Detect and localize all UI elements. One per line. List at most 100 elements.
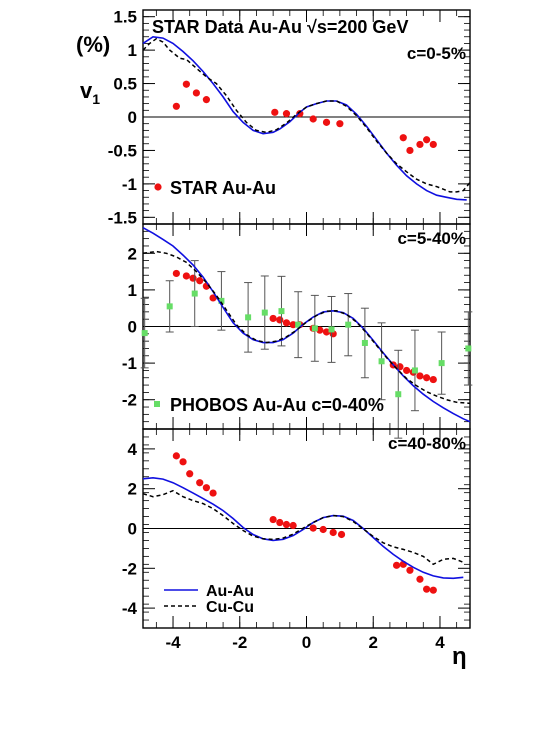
star-point	[282, 520, 291, 529]
legend-label: Cu-Cu	[206, 599, 254, 616]
y-tick-label: -0.5	[108, 141, 137, 160]
y-axis-unit: (%)	[76, 32, 110, 57]
star-point	[209, 489, 217, 497]
star-point	[282, 319, 291, 327]
cucu-curve	[142, 37, 471, 193]
star-point	[429, 140, 437, 149]
x-tick-label: -2	[232, 633, 247, 652]
y-tick-label: -2	[122, 391, 137, 410]
star-point	[322, 328, 331, 336]
star-point	[182, 272, 190, 280]
y-tick-label: 0.5	[113, 75, 137, 94]
x-tick-label: 0	[302, 633, 311, 652]
y-tick-label: 1	[128, 281, 137, 300]
phobos-point	[438, 360, 445, 367]
y-tick-label: 0	[128, 108, 137, 127]
star-point	[289, 321, 297, 329]
star-point	[269, 314, 277, 323]
star-point	[429, 375, 437, 384]
star-point	[189, 274, 197, 282]
phobos-point	[295, 321, 302, 328]
star-point	[269, 515, 277, 524]
phobos-point	[345, 321, 352, 328]
star-point	[322, 118, 331, 126]
star-point	[416, 372, 424, 380]
centrality-label: c=0-5%	[407, 44, 466, 63]
phobos-point	[395, 391, 402, 398]
star-point	[172, 269, 180, 278]
x-tick-label: -4	[165, 633, 181, 652]
y-tick-label: -4	[122, 599, 138, 618]
star-point	[186, 470, 194, 478]
star-point	[406, 566, 414, 574]
star-point	[271, 108, 279, 116]
figure-header: STAR Data Au-Au √s=200 GeV	[152, 17, 408, 37]
star-point	[416, 140, 424, 149]
y-tick-label: 2	[128, 480, 137, 499]
legend-star-marker	[154, 183, 162, 191]
star-point	[423, 136, 431, 144]
phobos-point	[166, 303, 173, 310]
centrality-label: c=40-80%	[388, 434, 466, 453]
x-tick-label: 2	[369, 633, 378, 652]
star-point	[423, 374, 431, 382]
phobos-point	[311, 325, 318, 332]
star-point	[329, 528, 337, 537]
star-point	[196, 479, 204, 487]
star-point	[282, 110, 291, 118]
y-tick-label: 2	[128, 244, 137, 263]
star-point	[316, 326, 324, 334]
phobos-point	[191, 290, 198, 297]
legend-star-label: STAR Au-Au	[170, 178, 276, 198]
star-point	[429, 586, 437, 594]
phobos-point	[218, 297, 225, 304]
phobos-point	[261, 309, 268, 316]
panel-top: -1.5 -1 -0.5 0 0.5 1 1.5 c=0-5% STAR Au-Au	[108, 8, 471, 227]
phobos-point	[361, 339, 368, 346]
phobos-point	[378, 358, 385, 365]
star-point	[309, 115, 317, 123]
legend-phobos-marker	[154, 401, 160, 407]
star-point	[406, 146, 414, 155]
y-tick-label: -1	[122, 175, 137, 194]
star-point	[276, 518, 284, 527]
star-point	[289, 521, 297, 530]
star-point	[416, 575, 424, 583]
y-tick-label: 1	[128, 41, 137, 60]
star-point	[309, 524, 317, 532]
star-point	[179, 458, 187, 466]
star-point	[399, 134, 407, 142]
cucu-curve	[142, 489, 464, 566]
centrality-label: c=5-40%	[397, 229, 466, 248]
legend-label: Au-Au	[206, 583, 254, 600]
y-tick-label: -2	[122, 559, 137, 578]
auau-curve	[142, 476, 464, 580]
star-point	[192, 89, 200, 97]
panel-bottom: -4 -2 0 2 4 -4 -2 0 2 4 c=40-80%	[122, 428, 471, 652]
y-axis-title: v1	[80, 78, 100, 107]
y-tick-label: -1	[122, 354, 137, 373]
y-tick-label: -1.5	[108, 208, 137, 227]
y-tick-label: 4	[128, 440, 138, 459]
legend-phobos-label: PHOBOS Au-Au c=0-40%	[170, 395, 384, 415]
auau-curve	[142, 35, 467, 201]
star-point	[172, 102, 180, 110]
star-point	[209, 294, 217, 302]
star-point	[276, 316, 284, 324]
phobos-point	[411, 367, 418, 374]
cucu-curve	[142, 250, 471, 405]
star-point	[182, 80, 190, 88]
star-point	[336, 120, 344, 128]
star-point	[319, 525, 327, 534]
star-point	[202, 484, 210, 492]
star-point	[337, 530, 346, 539]
phobos-point	[141, 330, 148, 337]
phobos-point	[328, 326, 335, 333]
phobos-point	[278, 308, 285, 315]
y-axis-title-main: v	[80, 78, 93, 103]
y-axis-title-sub: 1	[92, 91, 100, 107]
star-point	[172, 452, 180, 460]
auau-curve	[142, 226, 471, 423]
